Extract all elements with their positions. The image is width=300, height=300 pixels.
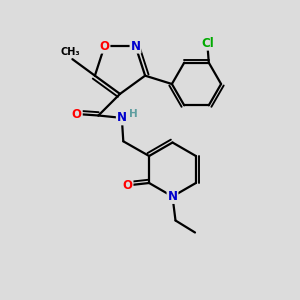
Text: N: N [117, 111, 127, 124]
Text: H: H [129, 109, 138, 119]
Text: O: O [72, 107, 82, 121]
Text: N: N [130, 40, 140, 52]
Text: Cl: Cl [201, 37, 214, 50]
Text: O: O [122, 179, 133, 192]
Text: O: O [100, 40, 110, 52]
Text: N: N [167, 190, 178, 203]
Text: CH₃: CH₃ [60, 47, 80, 57]
